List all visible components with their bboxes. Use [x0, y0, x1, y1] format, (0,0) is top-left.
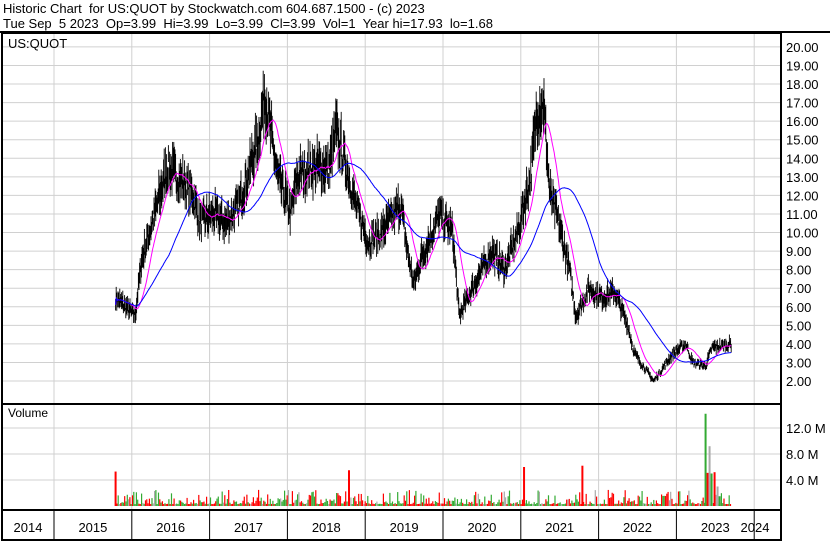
long-moving-average-line [115, 160, 732, 363]
price-tick-label: 13.00 [786, 170, 819, 185]
price-tick-label: 8.00 [786, 263, 811, 278]
short-moving-average-line [115, 119, 732, 377]
price-tick-label: 14.00 [786, 151, 819, 166]
year-label: 2019 [390, 520, 419, 535]
year-label: 2015 [78, 520, 107, 535]
year-label: 2023 [701, 520, 730, 535]
year-label: 2024 [741, 520, 770, 535]
price-tick-label: 2.00 [786, 374, 811, 389]
year-label: 2016 [156, 520, 185, 535]
price-tick-label: 7.00 [786, 281, 811, 296]
volume-tick-label: 8.0 M [786, 447, 819, 462]
price-tick-label: 15.00 [786, 133, 819, 148]
year-label: 2018 [312, 520, 341, 535]
price-tick-label: 5.00 [786, 318, 811, 333]
volume-label: Volume [8, 406, 49, 420]
year-label: 2017 [234, 520, 263, 535]
price-tick-label: 6.00 [786, 300, 811, 315]
volume-tick-label: 12.0 M [786, 421, 826, 436]
price-tick-label: 11.00 [786, 207, 818, 222]
year-label: 2022 [623, 520, 652, 535]
price-tick-label: 16.00 [786, 114, 819, 129]
chart-title: Historic Chart for US:QUOT by Stockwatch… [3, 1, 425, 16]
price-tick-label: 10.00 [786, 226, 819, 241]
price-tick-label: 19.00 [786, 58, 819, 73]
year-label: 2021 [545, 520, 574, 535]
chart-frame [1, 32, 782, 541]
year-label: 2020 [467, 520, 496, 535]
volume-tick-label: 4.0 M [786, 473, 819, 488]
price-tick-label: 20.00 [786, 40, 819, 55]
price-tick-label: 17.00 [786, 96, 819, 111]
price-tick-label: 18.00 [786, 77, 819, 92]
year-label: 2014 [14, 520, 43, 535]
quote-line: Tue Sep 5 2023 Op=3.99 Hi=3.99 Lo=3.99 C… [3, 16, 493, 31]
price-tick-label: 4.00 [786, 337, 811, 352]
symbol-label: US:QUOT [8, 36, 68, 51]
price-tick-label: 9.00 [786, 244, 811, 259]
price-tick-label: 12.00 [786, 188, 819, 203]
price-tick-label: 3.00 [786, 355, 811, 370]
